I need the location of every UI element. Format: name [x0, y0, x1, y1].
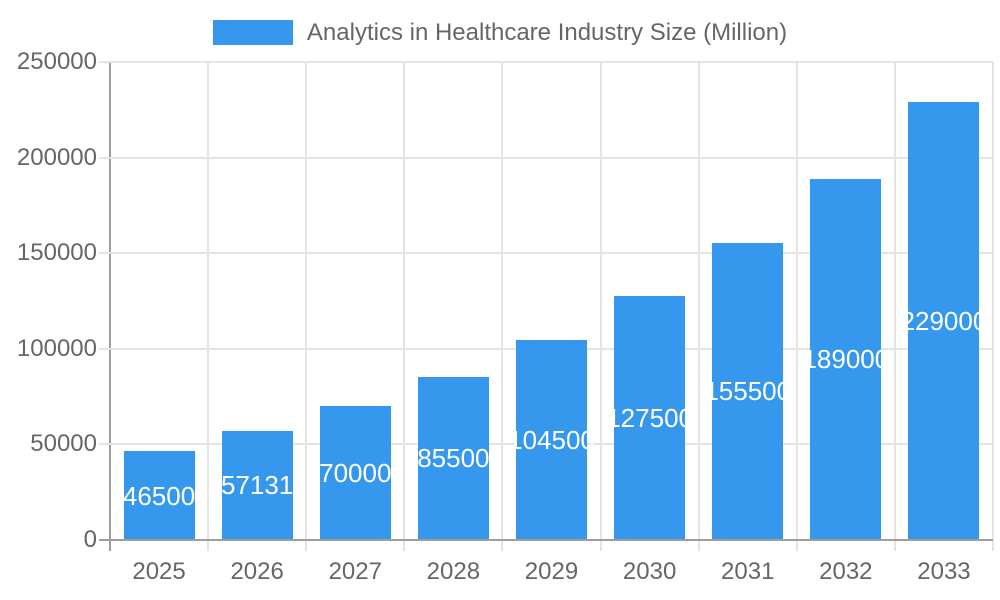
x-tick-label: 2031 — [721, 558, 775, 585]
x-tick-label: 2030 — [622, 558, 677, 585]
x-gridline — [403, 62, 406, 551]
x-axis-line — [99, 539, 993, 541]
y-gridline — [99, 61, 993, 63]
x-gridline — [992, 62, 994, 551]
legend-label: Analytics in Healthcare Industry Size (M… — [306, 18, 788, 46]
x-tick-label: 2027 — [328, 558, 382, 585]
x-tick-label: 2025 — [132, 558, 186, 585]
bar[interactable] — [221, 430, 293, 540]
bar[interactable] — [712, 242, 784, 540]
bar[interactable] — [417, 376, 489, 540]
legend-item[interactable]: Analytics in Healthcare Industry Size (M… — [0, 14, 1000, 50]
x-tick-label: 2032 — [819, 558, 873, 585]
x-tick-label: 2029 — [524, 558, 579, 585]
y-tick-label: 0 — [83, 526, 97, 553]
x-gridline — [207, 62, 210, 551]
bar[interactable] — [516, 340, 587, 540]
bar[interactable] — [123, 451, 195, 540]
x-gridline — [599, 62, 602, 551]
x-tick-label: 2028 — [426, 558, 481, 585]
legend-swatch-icon — [212, 19, 293, 45]
y-tick-label: 200000 — [16, 143, 97, 171]
x-tick-label: 2033 — [917, 558, 971, 585]
y-tick-label: 100000 — [16, 334, 97, 362]
y-gridline — [99, 252, 993, 255]
x-gridline — [697, 62, 700, 551]
x-gridline — [501, 62, 504, 551]
x-tick-label: 2026 — [230, 558, 284, 585]
x-gridline — [893, 62, 896, 551]
y-tick-label: 50000 — [30, 430, 97, 458]
x-gridline — [305, 62, 308, 551]
y-tick-label: 150000 — [16, 239, 97, 267]
y-tick-label: 250000 — [16, 48, 97, 75]
y-axis-line — [109, 62, 111, 551]
x-gridline — [795, 62, 798, 551]
bar[interactable] — [319, 406, 391, 540]
bar[interactable] — [614, 296, 686, 540]
y-gridline — [99, 156, 993, 159]
bar[interactable] — [810, 178, 882, 540]
bar[interactable] — [908, 102, 980, 540]
